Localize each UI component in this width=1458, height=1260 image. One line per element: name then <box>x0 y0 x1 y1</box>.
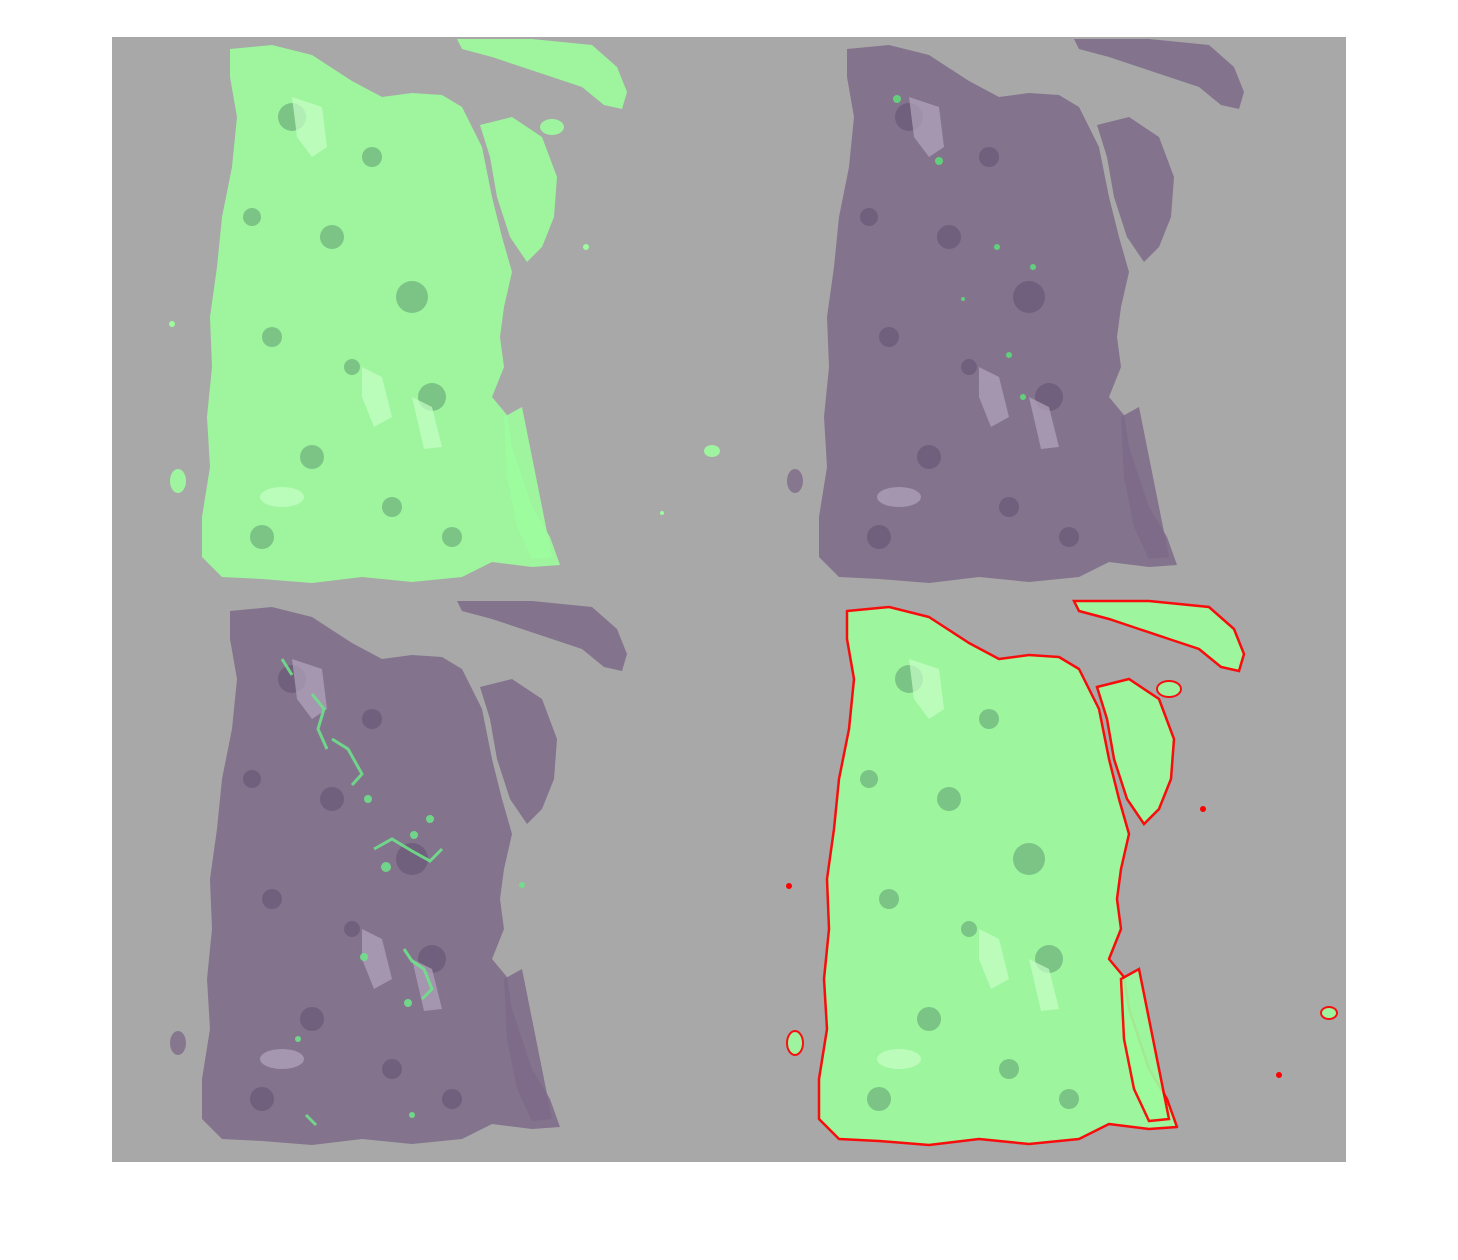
detection-markers <box>893 95 1036 400</box>
detection-clusters <box>280 658 444 1127</box>
tissue-region-right-strip <box>504 407 552 559</box>
panel-sparse-detections <box>729 37 1346 599</box>
tissue-mask-svg <box>112 37 729 599</box>
image-montage <box>112 37 1346 1162</box>
panel-cluster-detections <box>112 599 729 1161</box>
tissue-region <box>202 607 560 1145</box>
tissue-contour-svg <box>729 599 1346 1161</box>
cluster-detections-svg <box>112 599 729 1161</box>
tissue-region <box>202 45 560 583</box>
panel-tissue-mask-with-contour <box>729 599 1346 1161</box>
sparse-detections-svg <box>729 37 1346 599</box>
panel-tissue-mask-overlay <box>112 37 729 599</box>
tissue-region-right-lobe <box>480 117 557 262</box>
tissue-region-upper-right <box>457 39 627 109</box>
tissue-region <box>817 605 1179 1147</box>
tissue-region <box>819 45 1177 583</box>
